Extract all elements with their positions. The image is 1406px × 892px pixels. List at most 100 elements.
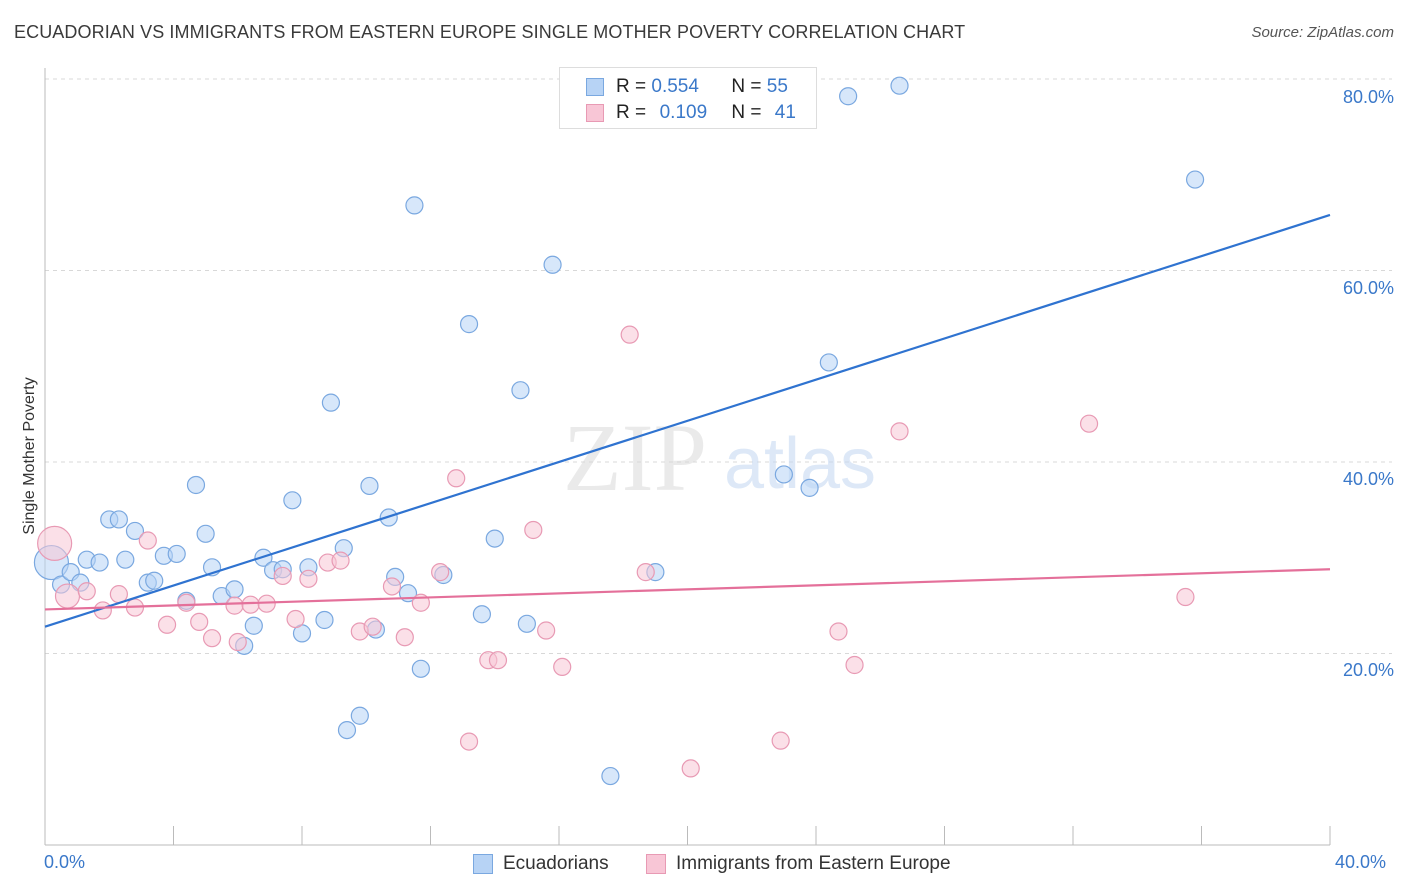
data-points — [33, 76, 1205, 786]
source-credit: Source: ZipAtlas.com — [1251, 24, 1394, 41]
eastern-europe-point — [1176, 587, 1195, 607]
n-label: N = — [731, 76, 762, 97]
chart-title: ECUADORIAN VS IMMIGRANTS FROM EASTERN EU… — [14, 22, 966, 42]
x-tick-label-min: 0.0% — [44, 852, 86, 872]
eastern-europe-point — [620, 325, 639, 344]
eastern-europe-point — [202, 629, 222, 648]
ecuadorian-point — [360, 476, 379, 496]
eastern-europe-point — [447, 469, 466, 488]
correlation-legend: R = 0.554 N = 55 R = 0.109 N = 41 — [559, 67, 817, 129]
ecuadorian-point — [90, 553, 109, 572]
ecuadorian-point — [225, 580, 244, 599]
y-tick-label: 40.0% — [1342, 469, 1394, 489]
ecuadorian-point — [601, 766, 620, 786]
blue-swatch-icon — [586, 78, 604, 96]
watermark: ZIP atlas — [563, 404, 876, 511]
y-tick-label: 80.0% — [1342, 87, 1394, 107]
legend-item-eastern-europe[interactable]: Immigrants from Eastern Europe — [646, 853, 951, 875]
ecuadorian-point — [167, 544, 186, 564]
eastern-europe-point — [273, 566, 292, 586]
eastern-europe-point — [299, 569, 318, 588]
eastern-europe-point — [553, 657, 572, 677]
ecuadorian-point — [116, 550, 135, 569]
ecuadorian-point — [459, 315, 479, 334]
ecuadorian-point — [890, 76, 909, 95]
eastern-europe-point — [228, 632, 247, 652]
ecuadorian-point — [337, 720, 357, 740]
ecuadorian-point — [485, 529, 504, 548]
eastern-europe-point — [488, 651, 508, 670]
r-value: 0.109 — [659, 102, 708, 123]
ecuadorian-point — [186, 475, 206, 495]
ecuadorian-point — [411, 659, 430, 678]
eastern-europe-point — [771, 731, 790, 750]
ecuadorian-point — [196, 524, 215, 543]
ecuadorian-point — [109, 510, 128, 529]
eastern-europe-point — [890, 422, 909, 441]
eastern-europe-point — [363, 617, 382, 636]
pink-swatch-icon — [586, 104, 604, 122]
axes — [44, 68, 1331, 846]
eastern-europe-point — [225, 596, 244, 615]
eastern-europe-point — [177, 593, 196, 612]
r-label: R = — [616, 76, 647, 97]
legend-row-ecuadorians: R = 0.554 N = 55 — [586, 75, 788, 99]
eastern-europe-point — [286, 609, 305, 629]
gridlines — [45, 78, 1392, 654]
ecuadorian-point — [543, 255, 562, 274]
ecuadorian-point — [145, 571, 164, 590]
eastern-europe-point — [459, 732, 479, 751]
ecuadorian-point — [125, 521, 145, 541]
pink-swatch-icon — [646, 854, 666, 874]
series-legend: Ecuadorians Immigrants from Eastern Euro… — [0, 850, 1406, 878]
watermark-atlas: atlas — [724, 424, 876, 504]
r-label: R = — [616, 102, 647, 123]
eastern-europe-point — [157, 615, 177, 634]
ecuadorian-point — [1185, 170, 1205, 189]
eastern-europe-point — [524, 520, 543, 540]
ecuadorian-point — [321, 393, 341, 412]
eastern-europe-point — [845, 655, 864, 675]
ecuadorian-point — [774, 465, 793, 484]
eastern-europe-point — [1079, 414, 1099, 433]
eastern-europe-point — [138, 531, 157, 550]
ecuadorian-point — [350, 706, 369, 725]
y-tick-label: 60.0% — [1342, 278, 1394, 298]
legend-row-eastern-europe: R = 0.109 N = 41 — [586, 101, 796, 125]
eastern-europe-point — [829, 622, 848, 641]
x-tick-label-max: 40.0% — [1335, 852, 1387, 872]
blue-swatch-icon — [473, 854, 493, 874]
ecuadorian-point — [244, 616, 263, 635]
r-value: 0.554 — [651, 76, 699, 97]
eastern-europe-point — [77, 582, 96, 601]
eastern-europe-point — [190, 612, 209, 632]
legend-label: Immigrants from Eastern Europe — [676, 853, 951, 874]
watermark-zip: ZIP — [563, 404, 707, 511]
eastern-europe-point — [382, 577, 402, 596]
eastern-europe-point — [636, 563, 655, 582]
eastern-europe-point — [431, 563, 450, 582]
legend-item-ecuadorians[interactable]: Ecuadorians — [473, 853, 609, 875]
ecuadorian-point — [283, 491, 302, 510]
eastern-europe-point — [395, 628, 414, 647]
eastern-europe-point — [681, 759, 700, 778]
trend-lines — [44, 213, 1331, 628]
ecuadorian-point — [315, 610, 334, 630]
y-tick-label: 20.0% — [1342, 660, 1394, 680]
eastern-europe-point — [241, 595, 260, 614]
eastern-europe-point — [537, 621, 556, 640]
ecuadorian-trend-line — [44, 213, 1331, 628]
legend-label: Ecuadorians — [503, 853, 609, 874]
y-axis-label: Single Mother Poverty — [21, 377, 38, 535]
ecuadorian-point — [472, 605, 491, 624]
eastern-europe-trend-line — [44, 568, 1331, 611]
eastern-europe-point — [54, 583, 81, 609]
ecuadorian-point — [405, 196, 424, 215]
ecuadorian-point — [800, 478, 819, 497]
eastern-europe-point — [331, 551, 350, 570]
ecuadorian-point — [511, 381, 530, 400]
ecuadorian-point — [839, 87, 858, 106]
n-label: N = — [731, 102, 762, 123]
n-value: 41 — [774, 102, 796, 123]
